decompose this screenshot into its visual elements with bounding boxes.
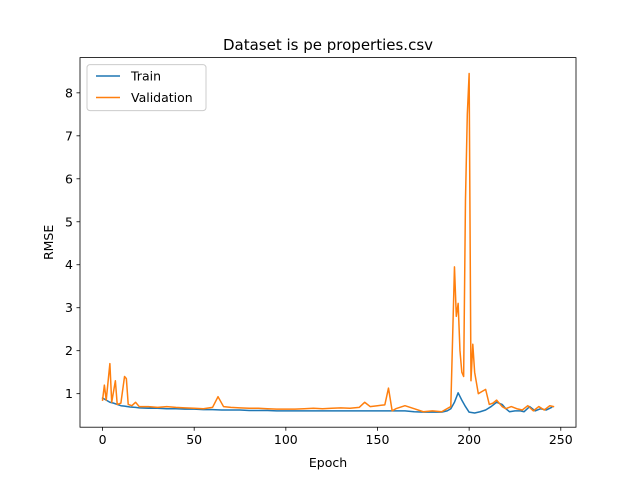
series-line-train [101,392,553,414]
y-tick-label: 2 [65,343,73,358]
y-tick-label: 1 [65,386,73,401]
y-tick-label: 3 [65,300,73,315]
legend-label-train: Train [130,69,161,84]
x-tick-label: 0 [99,432,107,447]
y-tick-label: 8 [65,85,73,100]
x-tick-label: 100 [274,432,298,447]
y-axis-label: RMSE [41,225,56,260]
x-tick-label: 50 [186,432,202,447]
x-tick-label: 250 [549,432,573,447]
chart-title: Dataset is pe properties.csv [223,36,433,54]
x-tick-label: 150 [366,432,390,447]
legend: Train Validation [86,64,207,112]
plot-area-frame [79,57,577,428]
x-axis-label: Epoch [309,455,347,470]
x-tick-label: 200 [457,432,481,447]
y-tick-label: 7 [65,128,73,143]
y-axis: 1 2 3 4 5 6 7 8 [65,85,80,401]
y-tick-label: 4 [65,257,73,272]
series-line-validation [101,72,555,413]
series-layer [101,72,555,414]
y-tick-label: 6 [65,171,73,186]
x-axis: 0 50 100 150 200 250 [99,427,573,447]
y-tick-label: 5 [65,214,73,229]
legend-label-validation: Validation [131,90,193,105]
